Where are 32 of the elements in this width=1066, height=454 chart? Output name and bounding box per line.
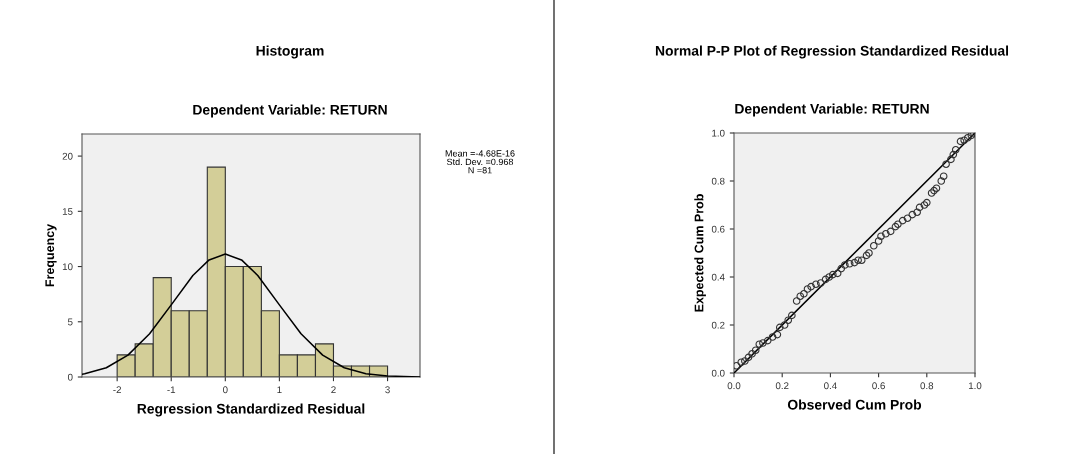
y-tick-label: 0.6 [711, 225, 725, 233]
x-axis-title: Regression Standardized Residual [137, 403, 365, 417]
x-tick-label: 0 [222, 386, 228, 394]
y-tick-label: 0.2 [711, 321, 725, 329]
y-tick-label: 15 [62, 208, 73, 215]
text: Mean =-4.68E-16 Std. Dev. =0.968 N =81 [445, 150, 515, 174]
x-tick-label: 0.2 [775, 382, 789, 390]
chart-title: Histogram [256, 45, 324, 59]
y-tick-label: 20 [62, 152, 73, 160]
x-axis-title: Observed Cum Prob [787, 399, 922, 410]
x-tick-label: 0.4 [824, 382, 837, 390]
y-tick-label: 0 [67, 373, 73, 381]
x-tick-label: 1 [277, 386, 282, 394]
y-tick-label: 0.0 [711, 369, 725, 377]
y-axis-title: Frequency [45, 223, 57, 287]
chart-subtitle: Dependent Variable: RETURN [193, 104, 387, 118]
y-axis-title: Expected Cum Prob [694, 194, 706, 312]
x-tick-label: 0.0 [727, 382, 741, 390]
x-tick-label: -2 [113, 386, 121, 394]
y-tick-label: 10 [62, 263, 73, 271]
y-tick-label: 0.8 [711, 177, 725, 185]
x-tick-label: 1.0 [968, 382, 982, 390]
x-tick-label: 0.8 [920, 382, 934, 390]
x-tick-label: 0.6 [872, 382, 885, 390]
y-tick-label: 5 [67, 318, 73, 326]
chart-subtitle: Dependent Variable: RETURN [735, 103, 929, 117]
x-tick-label: 3 [385, 386, 390, 394]
x-tick-label: -1 [167, 386, 176, 394]
x-tick-label: 2 [331, 386, 336, 394]
y-tick-label: 0.4 [711, 273, 725, 281]
y-tick-label: 1.0 [712, 129, 725, 137]
chart-title: Normal P-P Plot of Regression Standardized Residual [655, 45, 1009, 59]
